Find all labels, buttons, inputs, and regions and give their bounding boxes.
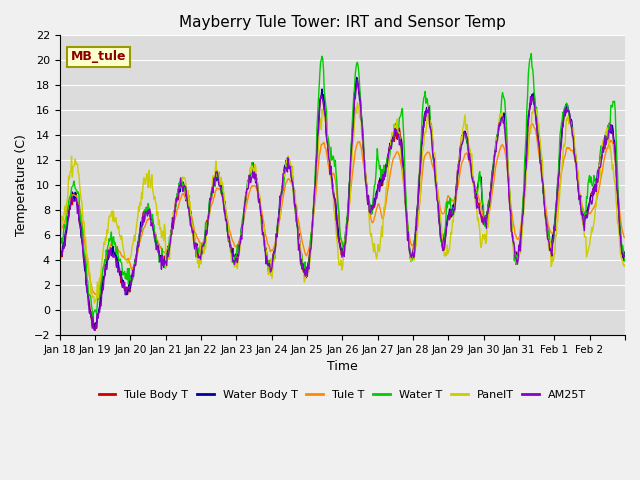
Line: Tule T: Tule T: [60, 124, 625, 295]
AM25T: [353, 77, 361, 83]
Water Body T: [123, 292, 131, 298]
Tule T: [93, 292, 100, 298]
Line: Tule Body T: Tule Body T: [60, 78, 625, 329]
Tule T: [529, 121, 536, 127]
Water Body T: [56, 257, 63, 263]
Water T: [401, 182, 409, 188]
Tule T: [255, 196, 262, 202]
Y-axis label: Temperature (C): Temperature (C): [15, 134, 28, 236]
Tule Body T: [434, 200, 442, 205]
Tule T: [276, 215, 284, 221]
PanelT: [227, 240, 234, 246]
Water T: [276, 198, 284, 204]
AM25T: [123, 287, 131, 293]
Tule Body T: [402, 209, 410, 215]
Tule Body T: [353, 75, 360, 81]
Water Body T: [621, 249, 628, 255]
Tule T: [56, 226, 63, 232]
Water T: [433, 192, 441, 198]
Tule T: [433, 182, 441, 188]
AM25T: [56, 253, 63, 259]
PanelT: [255, 189, 262, 195]
Water Body T: [434, 197, 442, 203]
Tule Body T: [255, 200, 262, 205]
AM25T: [255, 199, 262, 205]
Tule Body T: [276, 206, 284, 212]
Water T: [89, 315, 97, 321]
PanelT: [621, 262, 628, 267]
PanelT: [353, 100, 361, 106]
PanelT: [434, 186, 442, 192]
Water Body T: [353, 74, 360, 80]
Tule T: [621, 235, 628, 240]
Water Body T: [255, 192, 262, 198]
Water T: [227, 249, 234, 255]
X-axis label: Time: Time: [327, 360, 358, 373]
Line: PanelT: PanelT: [60, 103, 625, 303]
Tule Body T: [56, 259, 63, 264]
Tule T: [401, 199, 409, 204]
AM25T: [227, 242, 234, 248]
Water Body T: [227, 245, 234, 251]
Tule Body T: [123, 287, 131, 292]
Water Body T: [91, 324, 99, 330]
Water T: [527, 51, 535, 57]
PanelT: [123, 258, 131, 264]
PanelT: [91, 300, 99, 306]
Water T: [255, 196, 262, 202]
PanelT: [56, 228, 63, 234]
Tule T: [227, 231, 234, 237]
Water T: [123, 276, 131, 282]
PanelT: [402, 218, 410, 224]
AM25T: [276, 204, 284, 209]
AM25T: [92, 328, 99, 334]
Tule Body T: [621, 250, 628, 256]
Water T: [621, 258, 628, 264]
AM25T: [434, 199, 442, 204]
AM25T: [621, 253, 628, 259]
AM25T: [402, 209, 410, 215]
Water Body T: [402, 205, 410, 211]
Water Body T: [276, 193, 284, 199]
Tule T: [123, 257, 131, 263]
Legend: Tule Body T, Water Body T, Tule T, Water T, PanelT, AM25T: Tule Body T, Water Body T, Tule T, Water…: [94, 385, 591, 404]
Text: MB_tule: MB_tule: [71, 50, 127, 63]
Line: Water T: Water T: [60, 54, 625, 318]
Tule Body T: [227, 244, 234, 250]
Water T: [56, 240, 63, 246]
Line: AM25T: AM25T: [60, 80, 625, 331]
Title: Mayberry Tule Tower: IRT and Sensor Temp: Mayberry Tule Tower: IRT and Sensor Temp: [179, 15, 506, 30]
Line: Water Body T: Water Body T: [60, 77, 625, 327]
Tule Body T: [91, 326, 99, 332]
PanelT: [276, 214, 284, 220]
